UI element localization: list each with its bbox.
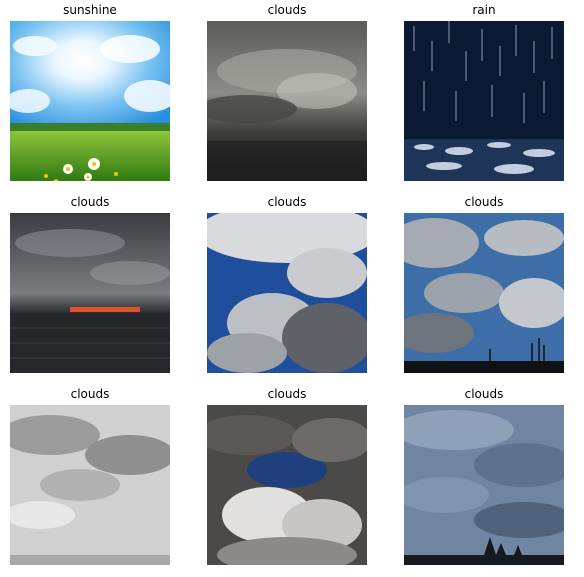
blue-sky-cumulus-image (207, 213, 367, 373)
cell-title: sunshine (63, 3, 117, 17)
cloud-hole-image (207, 405, 367, 565)
cell-title: clouds (70, 195, 110, 209)
cell-title: clouds (267, 387, 307, 401)
cell-title: clouds (464, 387, 504, 401)
cell-title: clouds (267, 195, 307, 209)
rain-image (404, 21, 564, 181)
sunset-sea-clouds-image (10, 213, 170, 373)
cell-title: clouds (464, 195, 504, 209)
cell-title: rain (472, 3, 496, 17)
cell-title: clouds (70, 387, 110, 401)
overcast-trees-image (404, 405, 564, 565)
sunshine-image (10, 21, 170, 181)
overcast-light-image (10, 405, 170, 565)
blue-sky-horizon-image (404, 213, 564, 373)
dark-storm-image (207, 21, 367, 181)
cell-title: clouds (267, 3, 307, 17)
